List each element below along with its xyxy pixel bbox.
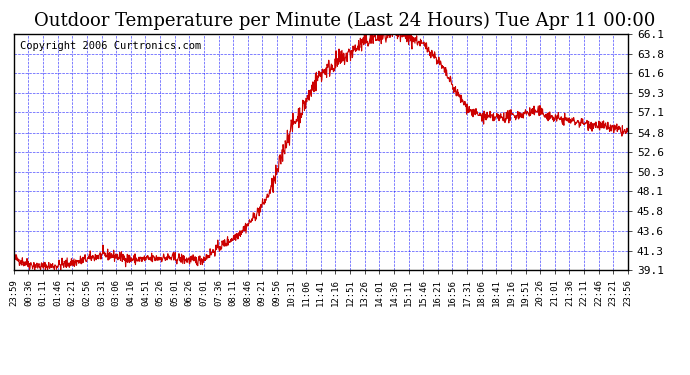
Text: Outdoor Temperature per Minute (Last 24 Hours) Tue Apr 11 00:00: Outdoor Temperature per Minute (Last 24 … [34,11,655,30]
Text: Copyright 2006 Curtronics.com: Copyright 2006 Curtronics.com [20,41,201,51]
